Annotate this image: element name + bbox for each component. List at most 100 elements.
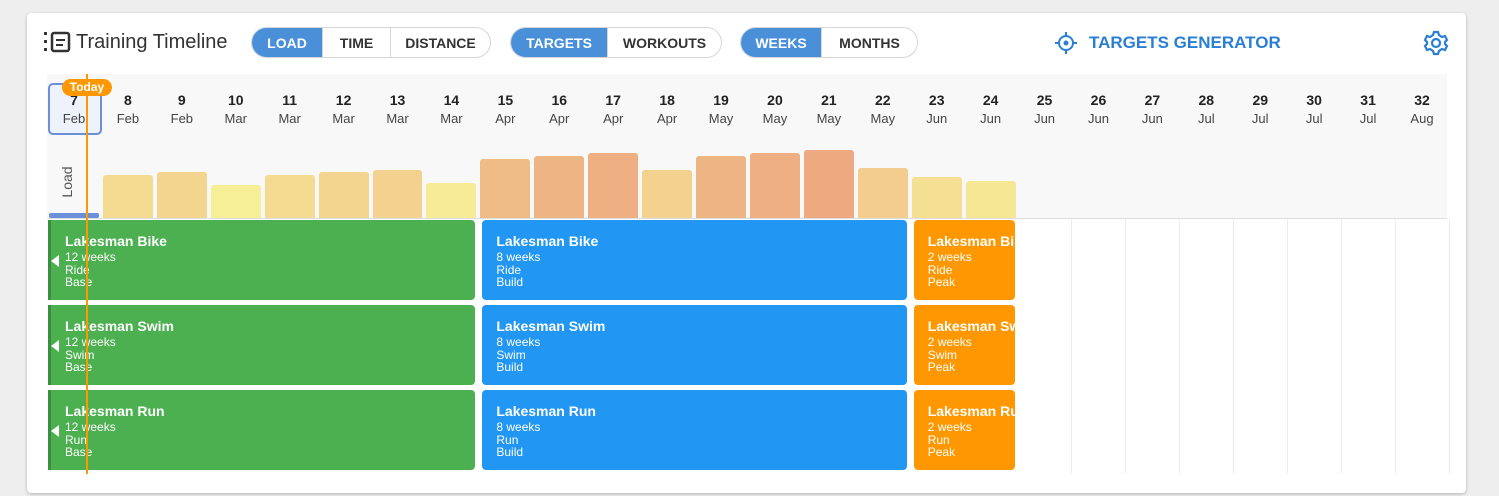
targets-generator[interactable]: TARGETS GENERATOR xyxy=(1089,33,1281,52)
continue-arrow xyxy=(51,425,59,437)
today-badge: Today xyxy=(62,79,112,96)
week-number: 19 xyxy=(713,92,729,108)
toggle-button[interactable]: DISTANCE xyxy=(390,28,490,57)
week-month: Apr xyxy=(603,111,624,126)
load-bar xyxy=(534,156,585,218)
today-line xyxy=(86,74,88,474)
week-number: 21 xyxy=(821,92,837,108)
week-number: 7 xyxy=(70,92,78,108)
load-bar xyxy=(749,153,800,218)
week-number: 32 xyxy=(1414,92,1430,108)
load-bar xyxy=(857,168,908,218)
block-sport: Run xyxy=(496,432,519,447)
block-phase: Base xyxy=(65,275,93,289)
week-month: May xyxy=(708,111,734,126)
toggle-button[interactable]: TARGETS xyxy=(511,28,607,57)
block-duration: 2 weeks xyxy=(927,250,972,264)
block-name: Lakesman Swim xyxy=(65,318,174,334)
phase-block[interactable]: Lakesman Bike 8 weeks Ride Build xyxy=(482,220,907,300)
toggle-button[interactable]: WORKOUTS xyxy=(607,28,721,57)
block-sport: Swim xyxy=(65,347,95,362)
block-phase: Base xyxy=(65,445,93,459)
continue-arrow xyxy=(51,340,59,352)
week-month: Mar xyxy=(386,111,409,126)
crosshair-icon[interactable] xyxy=(1055,32,1077,54)
grid-line xyxy=(1179,219,1181,473)
toggle-group: TARGETS WORKOUTS xyxy=(510,27,722,58)
load-label: Load xyxy=(59,166,75,198)
week-number: 10 xyxy=(227,92,244,108)
week-number: 17 xyxy=(605,92,621,108)
continue-arrow xyxy=(51,255,59,267)
load-bar xyxy=(965,181,1016,218)
load-bar xyxy=(642,170,693,218)
week-number: 26 xyxy=(1090,92,1107,108)
phase-block[interactable]: Lakesman Swim 12 weeks Swim Base xyxy=(48,305,476,385)
block-duration: 12 weeks xyxy=(65,250,116,264)
block-duration: 8 weeks xyxy=(496,335,541,349)
load-bar xyxy=(426,183,477,218)
current-week-indicator xyxy=(49,213,99,218)
week-month: Mar xyxy=(332,111,355,126)
load-bar xyxy=(911,177,962,218)
grid-line xyxy=(1395,219,1396,473)
load-bar xyxy=(210,185,261,218)
load-bar xyxy=(480,159,531,218)
week-number: 30 xyxy=(1306,92,1322,108)
toggle-group: LOAD TIME DISTANCE xyxy=(251,27,491,58)
week-number: 14 xyxy=(443,92,460,108)
settings-icon[interactable] xyxy=(1422,29,1450,57)
load-bar xyxy=(264,175,315,218)
grid-line xyxy=(1071,219,1073,473)
grid-line xyxy=(1448,219,1450,473)
block-name: Lakesman Bike xyxy=(496,233,599,249)
week-month: Apr xyxy=(549,111,570,126)
week-number: 24 xyxy=(982,92,999,108)
block-duration: 2 weeks xyxy=(927,335,972,349)
week-month: Jul xyxy=(1305,111,1323,126)
grid-line xyxy=(1341,219,1343,473)
block-phase: Base xyxy=(65,360,93,374)
week-month: Apr xyxy=(656,111,678,126)
grid-line xyxy=(1287,219,1289,473)
phase-block[interactable]: Lakesman Bike 12 weeks Ride Base xyxy=(48,220,476,300)
block-name: Lakesman Run xyxy=(927,403,1015,419)
week-number: 11 xyxy=(282,92,298,108)
timeline-icon xyxy=(44,31,71,53)
week-month: Jul xyxy=(1251,111,1269,126)
week-month: Apr xyxy=(495,111,516,126)
block-sport: Ride xyxy=(496,262,522,277)
week-number: 31 xyxy=(1360,92,1376,108)
week-number: 23 xyxy=(928,92,945,108)
week-month: Jun xyxy=(1034,111,1056,126)
toggle-button[interactable]: LOAD xyxy=(252,28,322,57)
block-name: Lakesman Run xyxy=(496,403,596,419)
week-number: 22 xyxy=(875,92,891,108)
block-sport: Swim xyxy=(496,347,526,362)
week-month: Jun xyxy=(1087,111,1109,126)
toggle-button[interactable]: MONTHS xyxy=(821,28,917,57)
week-month: Feb xyxy=(170,111,194,126)
week-number: 25 xyxy=(1036,92,1053,108)
phase-block[interactable]: Lakesman Run 12 weeks Run Base xyxy=(48,390,476,470)
load-bar xyxy=(588,153,639,218)
block-sport: Swim xyxy=(927,347,958,362)
block-duration: 8 weeks xyxy=(496,420,541,434)
week-number: 28 xyxy=(1198,92,1215,108)
grid-line xyxy=(1125,219,1127,473)
block-duration: 2 weeks xyxy=(927,420,972,434)
week-number: 18 xyxy=(659,92,675,108)
block-sport: Run xyxy=(927,432,950,447)
toggle-button[interactable]: TIME xyxy=(322,28,390,57)
week-month: Mar xyxy=(440,111,463,126)
week-month: May xyxy=(762,111,788,126)
phase-block[interactable]: Lakesman Run 8 weeks Run Build xyxy=(482,390,907,470)
toggle-button[interactable]: WEEKS xyxy=(741,28,821,57)
load-bar xyxy=(102,175,153,218)
phase-block[interactable]: Lakesman Swim 8 weeks Swim Build xyxy=(482,305,907,385)
week-month: Mar xyxy=(278,111,301,126)
block-name: Lakesman Swim xyxy=(927,318,1015,334)
